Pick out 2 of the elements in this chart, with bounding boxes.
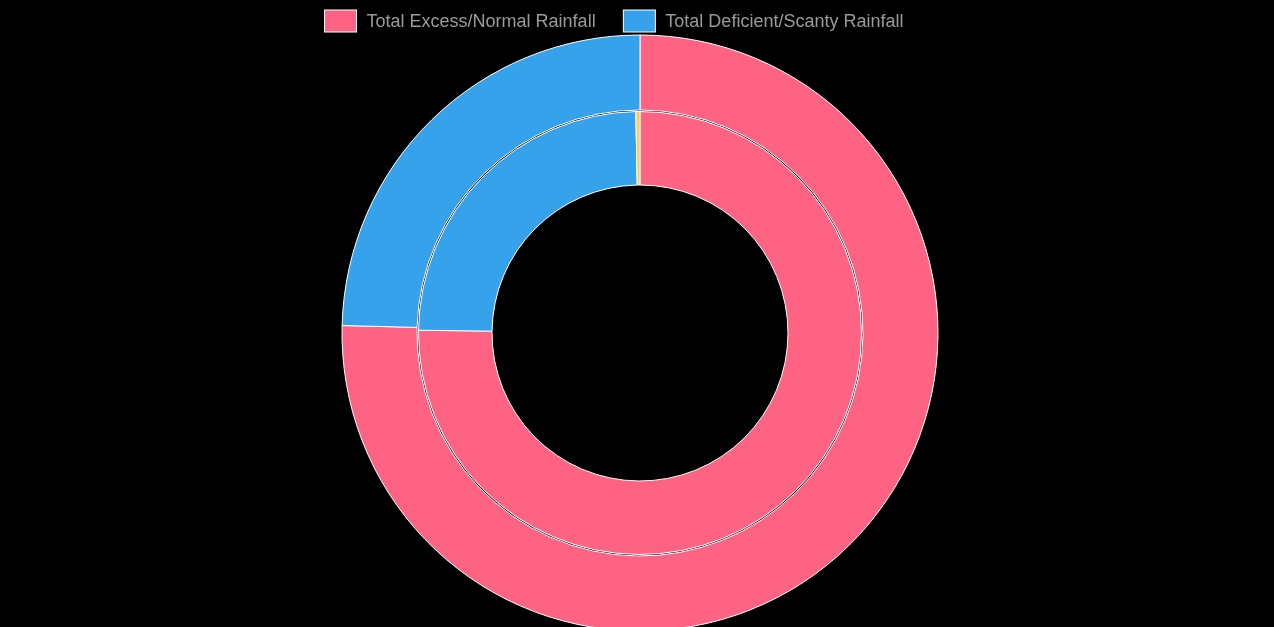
legend-label: Total Excess/Normal Rainfall bbox=[366, 11, 596, 31]
legend-label: Total Deficient/Scanty Rainfall bbox=[665, 11, 904, 31]
